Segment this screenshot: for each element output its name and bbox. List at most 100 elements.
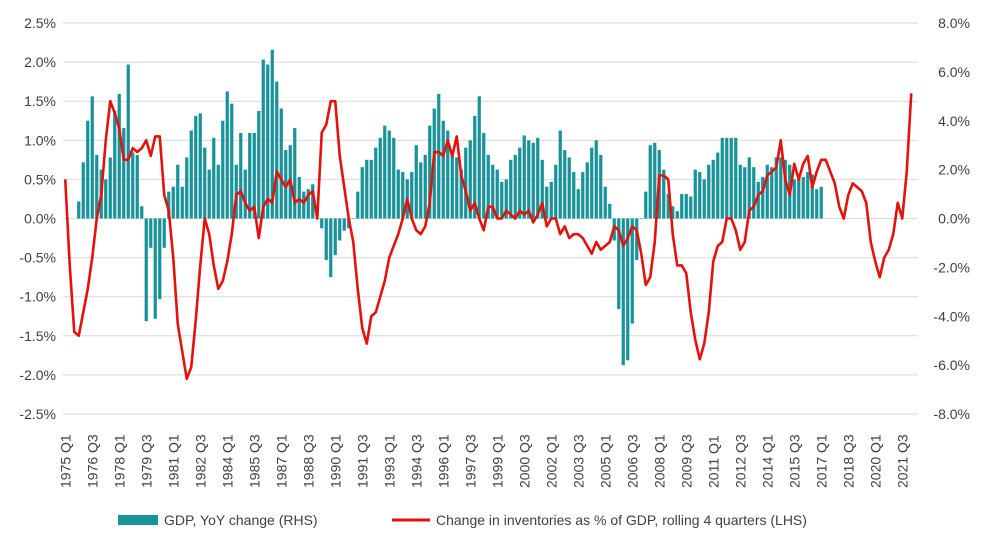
gdp-bar	[378, 137, 382, 219]
gdp-bar	[419, 162, 423, 219]
gdp-bar	[81, 162, 85, 219]
gdp-bar	[90, 96, 94, 219]
left-tick-label: -2.0%	[19, 367, 56, 383]
gdp-bar	[230, 103, 234, 219]
right-tick-label: 0.0%	[938, 211, 970, 227]
gdp-bar	[495, 169, 499, 219]
gdp-bar	[819, 186, 823, 219]
gdp-bar	[603, 186, 607, 219]
gdp-bar	[626, 218, 630, 361]
gdp-bar	[455, 157, 459, 219]
left-tick-label: 0.0%	[24, 211, 56, 227]
gdp-bar	[243, 169, 247, 219]
right-tick-label: -4.0%	[933, 308, 970, 324]
x-tick-label: 1991 Q3	[354, 434, 370, 488]
gdp-bar	[585, 162, 589, 219]
gdp-bar	[549, 181, 553, 219]
gdp-bar	[567, 157, 571, 219]
x-tick-label: 2011 Q1	[705, 435, 721, 488]
gdp-bar	[311, 184, 315, 219]
gdp-bar	[162, 218, 166, 248]
gdp-bar	[198, 113, 202, 219]
gdp-bar	[320, 218, 324, 229]
left-tick-label: 2.5%	[24, 15, 56, 31]
gdp-bar	[153, 218, 157, 319]
gdp-bar	[261, 59, 265, 219]
gdp-bar	[423, 154, 427, 219]
gdp-bar	[518, 147, 522, 219]
x-tick-label: 2006 Q3	[624, 434, 640, 488]
gdp-bar	[234, 164, 238, 219]
gdp-bar	[536, 137, 540, 219]
gdp-bar	[554, 164, 558, 219]
gdp-bar	[450, 154, 454, 219]
right-tick-label: -8.0%	[933, 406, 970, 422]
gdp-bar	[356, 191, 360, 219]
gdp-bar	[126, 64, 130, 219]
x-tick-label: 2015 Q3	[786, 434, 802, 488]
gdp-bar	[531, 142, 535, 219]
gdp-bar	[680, 194, 684, 219]
gdp-bar	[774, 157, 778, 219]
gdp-bar	[734, 137, 738, 219]
gdp-bar	[486, 154, 490, 219]
x-tick-label: 1976 Q3	[84, 434, 100, 488]
gdp-bar	[387, 130, 391, 219]
gdp-bar	[338, 218, 342, 241]
gdp-bar	[216, 164, 220, 219]
gdp-bar	[212, 137, 216, 219]
x-tick-label: 1999 Q1	[489, 434, 505, 488]
gdp-bar	[675, 211, 679, 219]
gdp-bar	[689, 196, 693, 219]
gdp-bar	[711, 159, 715, 219]
x-tick-label: 1993 Q1	[381, 434, 397, 488]
right-tick-label: 4.0%	[938, 113, 970, 129]
left-tick-label: -2.5%	[19, 406, 56, 422]
gdp-bar	[815, 189, 819, 219]
gdp-bar	[770, 167, 774, 219]
x-tick-label: 1982 Q3	[192, 434, 208, 488]
x-tick-label: 1985 Q3	[246, 434, 262, 488]
x-tick-label: 2014 Q1	[759, 434, 775, 488]
gdp-bar	[738, 164, 742, 219]
right-axis: 8.0% 6.0% 4.0% 2.0% 0.0% -2.0% -4.0% -6.0% -8.0%	[933, 15, 970, 422]
gdp-bar	[248, 132, 252, 219]
gdp-bar	[306, 189, 310, 219]
gdp-bar	[500, 181, 504, 219]
gdp-bar	[135, 154, 139, 219]
left-tick-label: -1.5%	[19, 328, 56, 344]
gdp-bars	[77, 49, 823, 366]
gdp-bar	[275, 81, 279, 219]
left-tick-label: 2.0%	[24, 54, 56, 70]
x-tick-label: 1979 Q3	[138, 434, 154, 488]
gdp-bar	[185, 157, 189, 219]
gdp-bar	[702, 179, 706, 219]
gdp-bar	[203, 147, 207, 219]
gdp-bar	[167, 191, 171, 219]
legend: GDP, YoY change (RHS) Change in inventor…	[118, 512, 807, 528]
gdp-bar	[617, 218, 621, 309]
gdp-bar	[491, 164, 495, 219]
gdp-bar	[599, 154, 603, 219]
gdp-bar	[95, 154, 99, 219]
gdp-bar	[414, 145, 418, 219]
x-tick-label: 1978 Q1	[111, 434, 127, 488]
gdp-bar	[180, 186, 184, 219]
gdp-bar	[797, 179, 801, 219]
gdp-bar	[122, 128, 126, 219]
gdp-bar	[594, 140, 598, 219]
gdp-bar	[725, 137, 729, 219]
gdp-bar	[729, 137, 733, 219]
gdp-bar	[131, 152, 135, 219]
gdp-bar	[581, 172, 585, 219]
gdp-bar	[383, 125, 387, 219]
gdp-bar	[810, 174, 814, 219]
gdp-bar	[801, 176, 805, 219]
gdp-bar	[504, 179, 508, 219]
gdp-bar	[477, 96, 481, 219]
x-tick-label: 2009 Q3	[678, 434, 694, 488]
legend-swatch-gdp	[118, 515, 158, 525]
gdp-bar	[473, 115, 477, 219]
x-tick-label: 2008 Q1	[651, 434, 667, 488]
right-tick-label: -6.0%	[933, 357, 970, 373]
